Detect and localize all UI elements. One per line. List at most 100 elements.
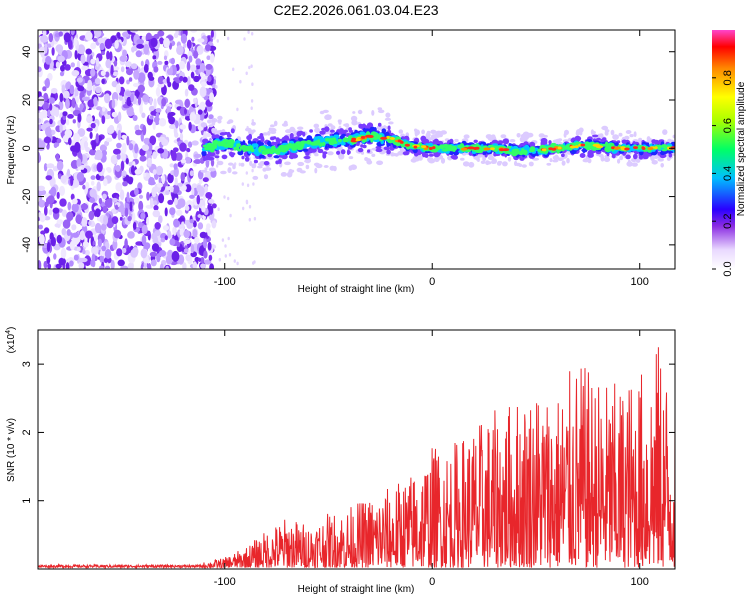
- noise-pixel: [165, 190, 170, 196]
- signal-pixel: [599, 133, 604, 138]
- noise-pixel: [205, 132, 212, 138]
- peak-pixel: [614, 146, 621, 150]
- peak-pixel: [541, 148, 547, 152]
- noise-pixel: [38, 106, 43, 111]
- spectrogram-y-label: Frequency (Hz): [6, 116, 17, 185]
- noise-pixel: [59, 71, 65, 77]
- signal-pixel: [385, 112, 391, 118]
- noise-pixel: [141, 224, 148, 235]
- signal-pixel: [502, 161, 508, 167]
- signal-pixel: [284, 161, 291, 166]
- noise-pixel: [199, 101, 206, 112]
- signal-pixel: [378, 109, 385, 114]
- noise-pixel: [57, 55, 65, 63]
- noise-pixel: [227, 36, 230, 41]
- noise-pixel: [81, 65, 89, 71]
- noise-pixel: [112, 71, 119, 76]
- peak-pixel: [569, 145, 576, 149]
- noise-pixel: [115, 204, 118, 210]
- signal-pixel: [240, 162, 245, 167]
- signal-pixel: [299, 170, 306, 174]
- noise-pixel: [157, 60, 163, 65]
- signal-pixel: [278, 158, 282, 164]
- signal-pixel: [270, 136, 275, 141]
- noise-pixel: [95, 133, 100, 144]
- noise-pixel: [153, 98, 157, 109]
- noise-pixel: [158, 250, 167, 257]
- signal-pixel: [500, 134, 507, 139]
- noise-pixel: [188, 121, 192, 131]
- noise-pixel: [63, 32, 71, 43]
- noise-pixel: [243, 37, 246, 41]
- noise-pixel: [218, 257, 221, 262]
- noise-pixel: [53, 243, 61, 251]
- signal-pixel: [384, 117, 391, 121]
- noise-pixel: [143, 258, 150, 264]
- noise-pixel: [110, 197, 118, 203]
- signal-pixel: [228, 119, 234, 124]
- x-tick-label: 100: [631, 276, 649, 288]
- signal-pixel: [521, 149, 528, 155]
- noise-pixel: [182, 185, 187, 192]
- noise-pixel: [177, 198, 186, 208]
- noise-pixel: [79, 103, 84, 111]
- noise-pixel: [183, 229, 190, 238]
- noise-pixel: [51, 47, 55, 56]
- noise-pixel: [154, 230, 161, 237]
- noise-pixel: [169, 207, 176, 216]
- signal-pixel: [654, 155, 659, 159]
- signal-pixel: [223, 143, 229, 148]
- signal-pixel: [566, 157, 570, 164]
- signal-pixel: [487, 155, 495, 161]
- noise-pixel: [135, 50, 142, 58]
- noise-pixel: [146, 191, 150, 201]
- noise-pixel: [165, 265, 170, 269]
- signal-pixel: [440, 157, 446, 164]
- noise-pixel: [122, 49, 128, 57]
- signal-pixel: [204, 167, 208, 171]
- noise-pixel: [80, 203, 89, 210]
- noise-pixel: [59, 92, 64, 103]
- signal-pixel: [313, 123, 320, 129]
- noise-pixel: [105, 59, 112, 69]
- signal-pixel: [251, 121, 256, 126]
- signal-pixel: [385, 132, 390, 137]
- noise-pixel: [163, 37, 170, 48]
- noise-pixel: [201, 205, 206, 213]
- noise-pixel: [46, 163, 55, 169]
- noise-pixel: [196, 194, 201, 205]
- signal-pixel: [207, 119, 212, 124]
- noise-pixel: [121, 152, 126, 162]
- snr-frame: [37, 329, 676, 570]
- noise-pixel: [128, 77, 133, 82]
- signal-pixel: [317, 139, 321, 144]
- peak-pixel: [624, 147, 630, 151]
- signal-pixel: [554, 154, 559, 160]
- noise-pixel: [94, 30, 102, 38]
- noise-pixel: [71, 202, 79, 213]
- noise-pixel: [250, 106, 253, 110]
- noise-pixel: [197, 222, 204, 230]
- signal-pixel: [314, 167, 318, 174]
- y-tick-label: 20: [21, 94, 33, 106]
- noise-pixel: [157, 76, 164, 85]
- noise-pixel: [43, 136, 52, 144]
- noise-pixel: [101, 150, 107, 157]
- noise-pixel: [199, 231, 207, 239]
- peak-pixel: [489, 147, 495, 151]
- signal-pixel: [587, 158, 592, 164]
- noise-pixel: [112, 239, 118, 250]
- signal-pixel: [376, 125, 384, 131]
- noise-pixel: [153, 66, 159, 73]
- noise-pixel: [171, 184, 180, 194]
- signal-pixel: [562, 139, 570, 143]
- signal-pixel: [511, 149, 518, 153]
- noise-pixel: [175, 152, 183, 161]
- noise-pixel: [207, 204, 211, 211]
- spectrogram-plot: [38, 30, 675, 269]
- noise-pixel: [174, 177, 178, 186]
- peak-pixel: [474, 146, 480, 150]
- noise-pixel: [193, 50, 199, 59]
- signal-pixel: [371, 153, 376, 157]
- noise-pixel: [66, 229, 71, 236]
